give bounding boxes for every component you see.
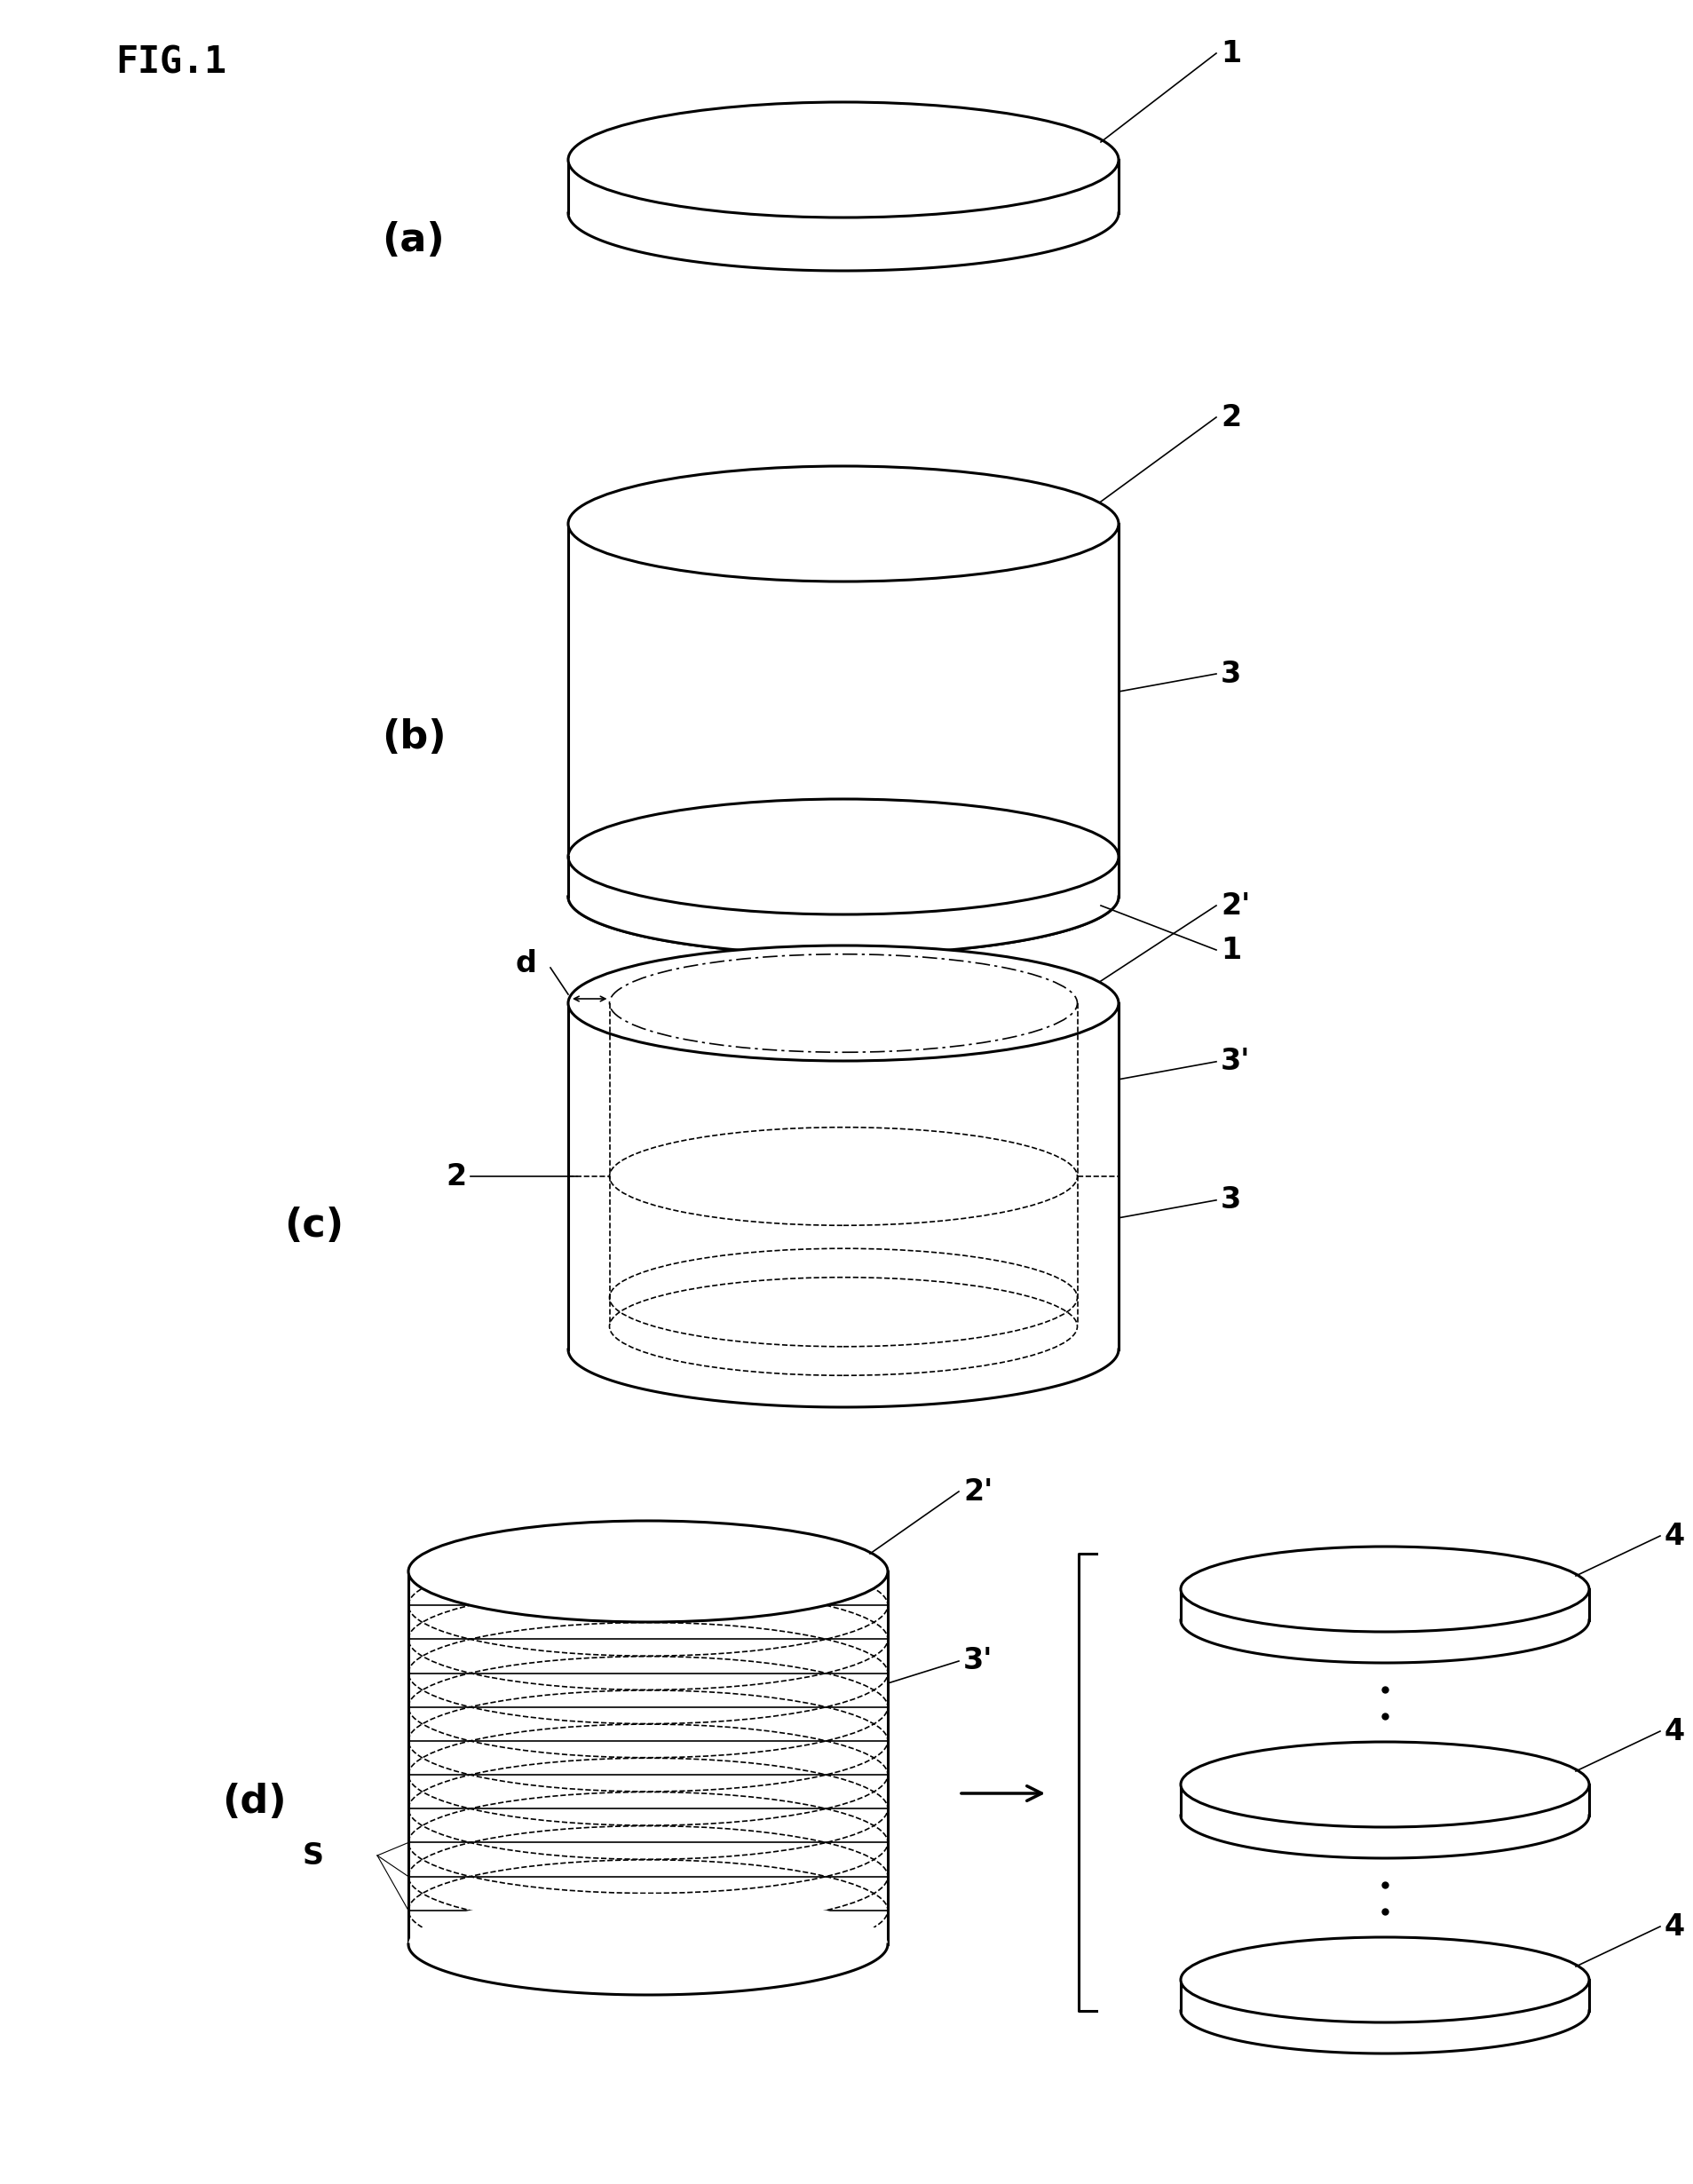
Text: d: d (515, 948, 537, 978)
Ellipse shape (1180, 1743, 1590, 1828)
Ellipse shape (408, 1520, 887, 1623)
Polygon shape (1180, 1590, 1590, 1621)
Ellipse shape (569, 465, 1119, 581)
Text: 2: 2 (445, 1162, 466, 1190)
Polygon shape (569, 159, 1119, 214)
Text: 2': 2' (963, 1476, 992, 1507)
Text: 4: 4 (1664, 1717, 1685, 1745)
Text: 3: 3 (1221, 1186, 1241, 1214)
Polygon shape (569, 524, 1119, 898)
Text: 1: 1 (1221, 39, 1241, 68)
Text: S: S (303, 1841, 323, 1870)
Ellipse shape (408, 1894, 887, 1994)
Text: 3': 3' (1221, 1046, 1251, 1077)
Ellipse shape (1180, 1773, 1590, 1859)
Text: 4: 4 (1664, 1522, 1685, 1551)
Text: 1: 1 (1221, 935, 1241, 965)
Text: FIG.1: FIG.1 (115, 44, 227, 81)
Ellipse shape (569, 839, 1119, 954)
Text: 3: 3 (1221, 660, 1241, 688)
Ellipse shape (1180, 1968, 1590, 2053)
Text: 2': 2' (1221, 891, 1249, 919)
Ellipse shape (569, 1291, 1119, 1406)
Ellipse shape (569, 839, 1119, 954)
Ellipse shape (569, 946, 1119, 1061)
Text: (d): (d) (222, 1782, 286, 1821)
Ellipse shape (569, 103, 1119, 218)
Text: 4: 4 (1664, 1911, 1685, 1942)
Polygon shape (408, 1572, 887, 1944)
Ellipse shape (1180, 1937, 1590, 2022)
Ellipse shape (569, 155, 1119, 271)
Text: 3': 3' (963, 1647, 992, 1675)
Polygon shape (569, 856, 1119, 898)
Text: 2: 2 (1221, 402, 1241, 432)
Ellipse shape (408, 1894, 887, 1994)
Polygon shape (1180, 1784, 1590, 1815)
Polygon shape (1180, 1981, 1590, 2011)
Ellipse shape (569, 799, 1119, 915)
Polygon shape (569, 1002, 1119, 1350)
Ellipse shape (1180, 1546, 1590, 1631)
Text: (b): (b) (381, 719, 447, 756)
Ellipse shape (1180, 1577, 1590, 1662)
Text: (a): (a) (381, 221, 445, 258)
Text: (c): (c) (284, 1206, 344, 1245)
